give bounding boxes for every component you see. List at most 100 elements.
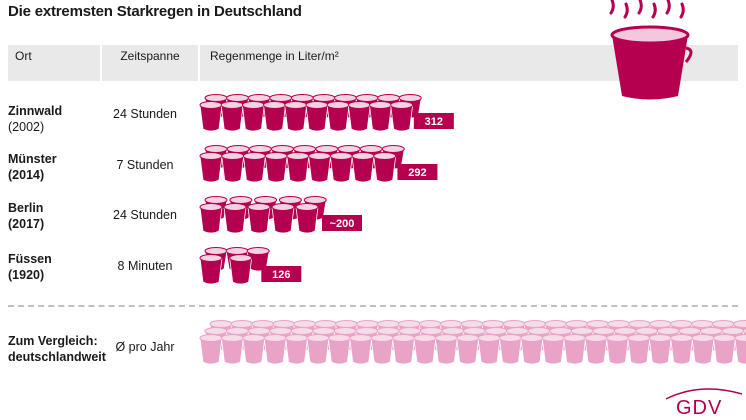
bucket-rim	[678, 327, 702, 335]
bucket-rim	[230, 320, 254, 328]
bucket-body	[477, 337, 501, 365]
bucket-body	[285, 337, 309, 365]
bucket-rim	[337, 145, 361, 153]
bucket-rim	[278, 196, 302, 204]
bucket-rim	[523, 320, 547, 328]
big-bucket-body	[612, 35, 688, 100]
bucket-rim	[314, 320, 338, 328]
bucket-rim	[204, 327, 228, 335]
bucket-body	[373, 155, 397, 183]
row-period-zinnwald: 24 Stunden	[113, 107, 177, 121]
bar-2: ~200	[199, 196, 362, 234]
bucket-rim	[592, 327, 616, 335]
bucket-rim	[627, 334, 651, 342]
bucket-rim	[327, 334, 351, 342]
bucket-rim	[308, 152, 332, 160]
gdv-logo: GDV	[676, 397, 723, 419]
bucket-rim	[271, 203, 295, 211]
bucket-body	[286, 155, 310, 183]
value-tag-3	[261, 266, 302, 282]
bucket-rim	[505, 327, 529, 335]
bucket-body	[220, 104, 244, 132]
bucket-rim	[721, 327, 745, 335]
bucket-rim	[586, 320, 610, 328]
bucket-rim	[441, 327, 465, 335]
bucket-rim	[220, 101, 244, 109]
bucket-body	[242, 337, 266, 365]
bucket-rim	[690, 320, 714, 328]
bucket-rim	[392, 334, 416, 342]
bucket-body	[223, 206, 247, 234]
row-period-fuessen: 8 Minuten	[117, 259, 173, 273]
bucket-rim	[329, 152, 353, 160]
bucket-body	[390, 104, 414, 132]
bucket-rim	[254, 196, 278, 204]
bucket-rim	[711, 320, 735, 328]
bucket-body	[329, 155, 353, 183]
bucket-rim	[570, 327, 594, 335]
bucket-rim	[303, 196, 327, 204]
bucket-body	[326, 104, 350, 132]
bucket-rim	[477, 334, 501, 342]
place-year: deutschlandweit	[8, 350, 106, 364]
bucket-body	[691, 337, 715, 365]
bucket-rim	[284, 101, 308, 109]
bucket-rim	[498, 334, 522, 342]
bucket-rim	[204, 196, 228, 204]
bucket-rim	[484, 327, 508, 335]
row-period-deutschland: Ø pro Jahr	[115, 340, 175, 354]
bucket-rim	[251, 320, 275, 328]
bucket-rim	[209, 320, 233, 328]
bucket-rim	[742, 328, 746, 334]
place-name: Zinnwald	[8, 104, 63, 118]
big-bucket-handle	[684, 46, 693, 63]
bucket-rim	[285, 334, 309, 342]
bucket-body	[456, 337, 480, 365]
divider	[8, 305, 738, 307]
bucket-rim	[199, 254, 223, 262]
bucket-rim	[398, 327, 422, 335]
value-label-2: ~200	[330, 218, 355, 230]
bucket-rim	[269, 94, 293, 102]
bucket-body	[605, 337, 629, 365]
bucket-body	[712, 337, 736, 365]
bucket-rim	[229, 254, 253, 262]
bucket-rim	[286, 152, 310, 160]
bucket-rim	[204, 94, 228, 102]
decorative-bucket-icon	[609, 0, 693, 100]
bucket-rim	[334, 94, 358, 102]
bucket-rim	[418, 320, 442, 328]
bucket-rim	[333, 327, 357, 335]
bucket-body	[308, 155, 332, 183]
bucket-rim	[242, 334, 266, 342]
bucket-body	[306, 337, 330, 365]
bucket-body	[347, 104, 371, 132]
bucket-rim	[413, 334, 437, 342]
bucket-body	[541, 337, 565, 365]
bucket-body	[351, 155, 375, 183]
bucket-body	[392, 337, 415, 365]
bucket-rim	[226, 145, 250, 153]
bucket-rim	[356, 320, 380, 328]
chart-title: Die extremsten Starkregen in Deutschland	[8, 3, 302, 20]
bucket-rim	[247, 327, 271, 335]
value-label-1: 292	[408, 167, 426, 179]
bucket-rim	[613, 327, 637, 335]
bucket-body	[241, 104, 265, 132]
rain-drop	[679, 2, 685, 19]
bucket-rim	[669, 320, 693, 328]
bucket-rim	[502, 320, 526, 328]
bucket-body	[734, 337, 746, 365]
bar-4: 789	[199, 320, 746, 365]
bucket-body	[284, 104, 308, 132]
bucket-rim	[462, 327, 486, 335]
bucket-body	[434, 337, 458, 365]
bucket-rim	[549, 327, 573, 335]
bucket-rim	[656, 327, 680, 335]
bucket-body	[199, 104, 223, 132]
bucket-rim	[635, 327, 659, 335]
bucket-rim	[347, 101, 371, 109]
rain-drop	[637, 0, 643, 15]
bucket-rim	[270, 145, 294, 153]
bucket-rim	[584, 334, 608, 342]
